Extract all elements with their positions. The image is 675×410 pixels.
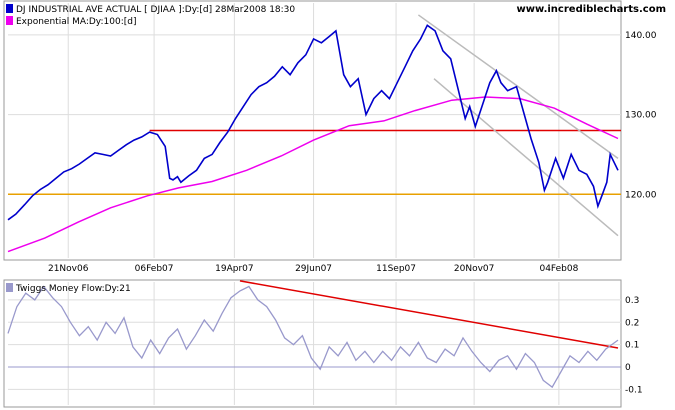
x-tick-label: 04Feb08 bbox=[539, 264, 578, 274]
mf-y-tick-label: -0.1 bbox=[625, 385, 643, 395]
ema-legend-swatch bbox=[6, 16, 13, 25]
x-tick-label: 19Apr07 bbox=[215, 264, 253, 274]
mf-y-tick-label: 0 bbox=[625, 363, 631, 373]
series bbox=[7, 24, 619, 389]
website-label[interactable]: www.incrediblecharts.com bbox=[517, 4, 667, 15]
money_flow_trendline-line bbox=[239, 280, 619, 349]
mf-y-tick-label: 0.1 bbox=[625, 341, 639, 351]
x-tick-label: 06Feb07 bbox=[135, 264, 174, 274]
money-flow-legend-swatch bbox=[6, 283, 13, 292]
money-flow-panel bbox=[3, 279, 622, 408]
y-tick-label: 120.00 bbox=[625, 190, 657, 200]
y-tick-label: 130.00 bbox=[625, 111, 657, 121]
channel_lower-line bbox=[433, 78, 619, 237]
x-tick-label: 20Nov07 bbox=[454, 264, 494, 274]
price-legend: DJ INDUSTRIAL AVE ACTUAL [ DJIAA ]:Dy:[d… bbox=[16, 5, 295, 15]
x-tick-label: 29Jun07 bbox=[295, 264, 332, 274]
price-line bbox=[7, 24, 619, 221]
grid bbox=[8, 3, 621, 405]
mf-y-tick-label: 0.2 bbox=[625, 318, 639, 328]
x-tick-label: 11Sep07 bbox=[376, 264, 416, 274]
price-legend-swatch bbox=[6, 4, 13, 13]
money-flow-legend: Twiggs Money Flow:Dy:21 bbox=[15, 284, 131, 294]
money-flow-line bbox=[7, 285, 619, 389]
mf-y-tick-label: 0.3 bbox=[625, 296, 639, 306]
y-tick-label: 140.00 bbox=[625, 31, 657, 41]
tick-labels: 21Nov06 06Feb07 19Apr07 29Jun07 11Sep07 20Nov… bbox=[48, 31, 657, 395]
channel_upper-line bbox=[417, 14, 619, 159]
x-tick-label: 21Nov06 bbox=[48, 264, 89, 274]
ema-legend: Exponential MA:Dy:100:[d] bbox=[16, 17, 136, 27]
